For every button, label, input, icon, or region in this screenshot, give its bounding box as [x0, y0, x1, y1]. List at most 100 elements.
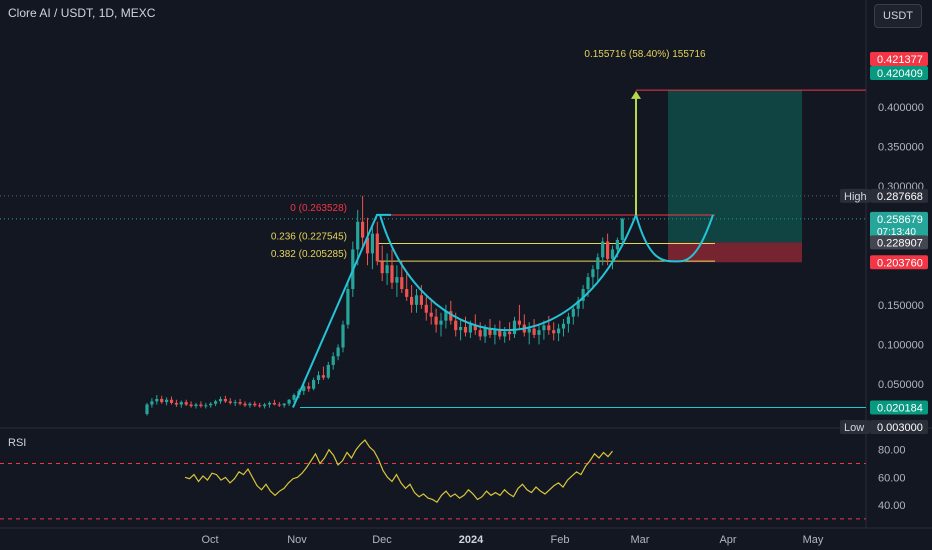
impulse-line [292, 213, 391, 408]
fib-label: 0.382 (0.205285) [271, 249, 347, 260]
candle-body [527, 328, 531, 333]
rsi-label: RSI [8, 437, 27, 449]
candle-body [571, 308, 575, 317]
candle-body [591, 269, 595, 278]
rsi-tick: 80.00 [878, 445, 906, 457]
candle-body [512, 320, 517, 335]
price-label-value: 0.003000 [877, 422, 923, 434]
time-tick: Dec [372, 534, 392, 546]
candle-body [463, 326, 468, 333]
candle-body [488, 328, 492, 335]
candle-body [561, 323, 566, 329]
candle-body [414, 295, 419, 305]
candle-body [150, 401, 154, 405]
price-label-value: 0.287668 [877, 191, 923, 203]
candle-body [498, 330, 502, 337]
candle-body [199, 404, 203, 407]
time-tick: 2024 [459, 534, 484, 546]
candle-body [557, 328, 561, 334]
time-tick: Mar [631, 534, 650, 546]
candle-body [370, 233, 374, 254]
price-label-value: 0.420409 [877, 68, 923, 80]
price-tick: 0.150000 [878, 300, 924, 312]
candle-body [361, 221, 365, 238]
price-tick: 0.050000 [878, 379, 924, 391]
candle-body [419, 295, 423, 305]
measure-label: 0.155716 (58.40%) 155716 [584, 49, 706, 60]
price-label-bg [870, 420, 928, 434]
position-stop-zone [668, 242, 802, 263]
candle-body [356, 221, 360, 250]
main-pane: 0 (0.263528) 0.236 (0.227545) 0.382 (0.205… [0, 0, 932, 529]
candle-body [155, 398, 159, 402]
price-tick: 0.350000 [878, 142, 924, 154]
candle-body [204, 405, 208, 407]
candle-body [346, 288, 350, 325]
candle-body [194, 404, 198, 407]
candle-body [395, 277, 399, 283]
candle-body [410, 296, 414, 305]
candle-body [444, 311, 448, 321]
price-label-bg [870, 400, 928, 415]
candle-body [400, 277, 404, 289]
candle-body [606, 241, 610, 259]
candle-body [576, 300, 580, 309]
price-label-bg [870, 52, 928, 66]
candle-body [233, 402, 237, 404]
candle-body [223, 398, 227, 402]
price-label-countdown: 07:13:40 [877, 227, 916, 238]
candle-body [493, 330, 497, 335]
candle-body [459, 326, 463, 331]
candle-body [517, 320, 521, 325]
candle-body [586, 277, 590, 289]
time-tick: Nov [287, 534, 307, 546]
rsi-tick: 40.00 [878, 500, 906, 512]
price-label-tag-bg [840, 420, 870, 434]
candle-body [601, 241, 605, 258]
measure-arrow-head [631, 90, 641, 99]
candle-body [165, 399, 169, 403]
price-label-value: 0.421377 [877, 54, 923, 66]
candle-body [552, 330, 556, 334]
position-profit-zone [668, 90, 802, 243]
cup-curve [379, 214, 637, 331]
candle-body [243, 403, 247, 406]
candle-body [610, 249, 615, 259]
price-label-bg [870, 211, 928, 238]
price-label-value: 0.258679 [877, 214, 923, 226]
candle-body [292, 395, 296, 400]
candle-body [287, 399, 291, 404]
time-tick: May [803, 534, 824, 546]
quote-currency-button[interactable]: USDT [874, 4, 922, 28]
candle-body [449, 311, 453, 321]
candle-body [189, 404, 193, 407]
candle-body [503, 331, 507, 337]
price-label-bg [870, 66, 928, 80]
price-label-value: 0.020184 [877, 403, 923, 415]
price-label-tag: Low [844, 422, 864, 434]
price-tick: 0.400000 [878, 102, 924, 114]
candle-body [581, 288, 585, 301]
candle-body [267, 402, 272, 405]
candle-body [532, 328, 536, 335]
candle-body [160, 398, 164, 403]
candle-body [277, 404, 281, 406]
rsi-pane: 80.00 60.00 40.00 [0, 439, 906, 520]
candle-body [375, 233, 379, 262]
candle-body [341, 324, 345, 348]
time-tick: Feb [551, 534, 570, 546]
candle-body [331, 356, 335, 365]
candle-body [454, 320, 458, 331]
time-axis: Oct Nov Dec 2024 Feb Mar Apr May [201, 534, 823, 546]
price-label-value: 0.228907 [877, 237, 923, 249]
candle-body [218, 398, 223, 402]
candle-body [174, 402, 178, 405]
fib-label: 0.236 (0.227545) [271, 231, 347, 242]
price-tick: 0.100000 [878, 339, 924, 351]
rsi-tick: 60.00 [878, 472, 906, 484]
candle-body [238, 402, 242, 404]
time-tick: Oct [201, 534, 218, 546]
candle-body [209, 403, 213, 406]
